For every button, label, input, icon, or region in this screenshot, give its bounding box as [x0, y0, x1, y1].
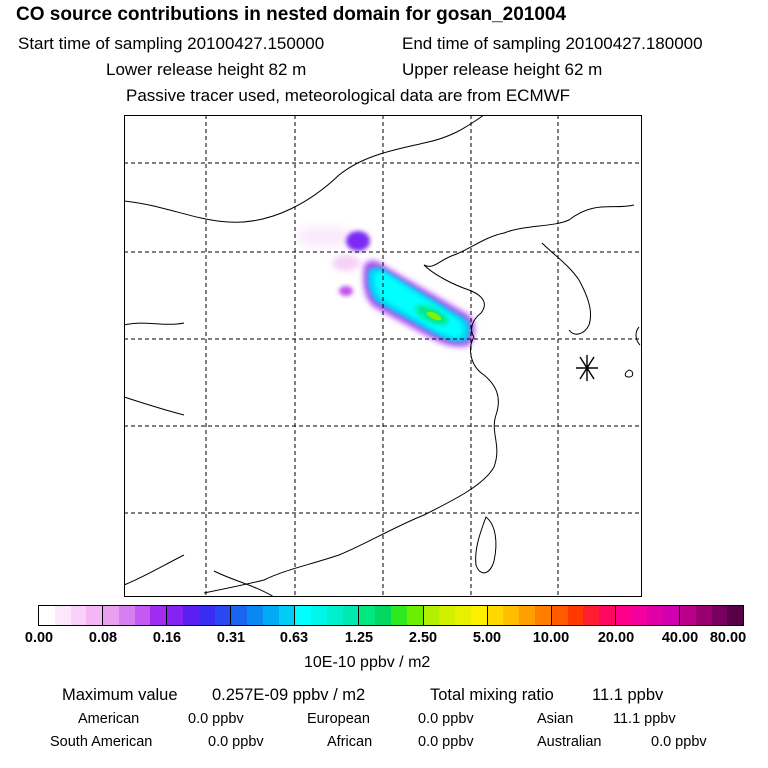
colorbar-swatch: [599, 606, 615, 625]
colorbar-segment: [614, 606, 679, 625]
colorbar-swatch: [679, 606, 696, 625]
colorbar-swatch: [567, 606, 584, 625]
colorbar-swatch: [214, 606, 231, 625]
colorbar-tick: 0.00: [24, 630, 54, 646]
colorbar-tick: 0.16: [152, 630, 182, 646]
region-value: 0.0 ppbv: [188, 711, 244, 727]
colorbar-swatch: [391, 606, 407, 625]
colorbar-swatch: [167, 606, 183, 625]
colorbar-segment: [486, 606, 551, 625]
colorbar-swatch: [487, 606, 504, 625]
colorbar-segment: [166, 606, 231, 625]
region-name: African: [327, 734, 373, 750]
colorbar-tick: 0.63: [279, 630, 309, 646]
colorbar-swatch: [231, 606, 248, 625]
colorbar-swatch: [311, 606, 327, 625]
colorbar-swatch: [455, 606, 471, 625]
colorbar-swatch: [631, 606, 648, 625]
map-panel: [124, 115, 642, 597]
colorbar-swatch: [615, 606, 632, 625]
colorbar-segment: [230, 606, 295, 625]
plot-title: CO source contributions in nested domain…: [16, 4, 567, 25]
colorbar-segment: [39, 606, 103, 625]
end-time-label: End time of sampling 20100427.180000: [402, 34, 703, 53]
region-name: Australian: [537, 734, 602, 750]
colorbar-segment: [678, 606, 744, 625]
region-value: 0.0 ppbv: [418, 734, 474, 750]
colorbar-swatch: [54, 606, 71, 625]
lower-release-label: Lower release height 82 m: [106, 60, 307, 79]
colorbar-swatch: [39, 606, 55, 625]
colorbar-swatch: [262, 606, 279, 625]
colorbar-swatch: [359, 606, 376, 625]
colorbar-swatch: [663, 606, 679, 625]
colorbar-segment: [294, 606, 359, 625]
colorbar-swatch: [647, 606, 664, 625]
colorbar-unit: 10E-10 ppbv / m2: [304, 654, 431, 671]
colorbar-segment: [358, 606, 423, 625]
upper-release-label: Upper release height 62 m: [402, 60, 603, 79]
region-value: 11.1 ppbv: [613, 711, 676, 727]
tracer-note: Passive tracer used, meteorological data…: [126, 86, 571, 105]
colorbar-tick: 10.00: [532, 630, 570, 646]
colorbar-swatch: [535, 606, 551, 625]
colorbar-swatch: [182, 606, 199, 625]
colorbar-swatch: [551, 606, 568, 625]
map-frame: [124, 115, 642, 597]
colorbar-swatch: [711, 606, 728, 625]
colorbar-tick: 2.50: [408, 630, 438, 646]
colorbar-swatch: [295, 606, 312, 625]
colorbar-swatch: [103, 606, 119, 625]
colorbar-swatch: [503, 606, 520, 625]
region-value: 0.0 ppbv: [651, 734, 707, 750]
colorbar-tick: 20.00: [597, 630, 635, 646]
colorbar-swatch: [342, 606, 359, 625]
colorbar-swatch: [70, 606, 87, 625]
region-name: South American: [50, 734, 153, 750]
coastline: [124, 115, 641, 597]
graticule: [124, 115, 642, 597]
colorbar-tick: 80.00: [709, 630, 747, 646]
colorbar-segment: [550, 606, 615, 625]
colorbar-swatch: [134, 606, 151, 625]
colorbar-tick: 1.25: [344, 630, 374, 646]
colorbar-swatch: [247, 606, 263, 625]
colorbar-segment: [422, 606, 487, 625]
max-value: 0.257E-09 ppbv / m2: [212, 686, 366, 704]
colorbar-swatch: [695, 606, 712, 625]
colorbar-swatch: [470, 606, 487, 625]
region-name: American: [78, 711, 140, 727]
receptor-marker-icon: [576, 355, 598, 381]
region-name: Asian: [537, 711, 574, 727]
colorbar: [38, 605, 744, 626]
colorbar-swatch: [439, 606, 456, 625]
colorbar-segment: [102, 606, 167, 625]
plume: [296, 227, 475, 347]
colorbar-swatch: [150, 606, 167, 625]
start-time-label: Start time of sampling 20100427.150000: [18, 34, 325, 53]
colorbar-swatch: [118, 606, 135, 625]
colorbar-swatch: [727, 606, 744, 625]
colorbar-swatch: [519, 606, 535, 625]
colorbar-tick: 0.08: [88, 630, 118, 646]
region-value: 0.0 ppbv: [418, 711, 474, 727]
max-value-label: Maximum value: [62, 686, 178, 704]
total-mixing-label: Total mixing ratio: [430, 686, 554, 704]
colorbar-tick: 0.31: [216, 630, 246, 646]
colorbar-swatch: [278, 606, 295, 625]
region-value: 0.0 ppbv: [208, 734, 264, 750]
colorbar-swatch: [423, 606, 440, 625]
colorbar-swatch: [583, 606, 600, 625]
colorbar-swatch: [375, 606, 392, 625]
colorbar-swatch: [406, 606, 423, 625]
colorbar-tick: 5.00: [472, 630, 502, 646]
colorbar-swatch: [86, 606, 103, 625]
colorbar-tick: 40.00: [661, 630, 699, 646]
total-mixing-value: 11.1 ppbv: [592, 686, 664, 704]
colorbar-swatch: [326, 606, 343, 625]
colorbar-swatch: [198, 606, 215, 625]
region-name: European: [307, 711, 370, 727]
